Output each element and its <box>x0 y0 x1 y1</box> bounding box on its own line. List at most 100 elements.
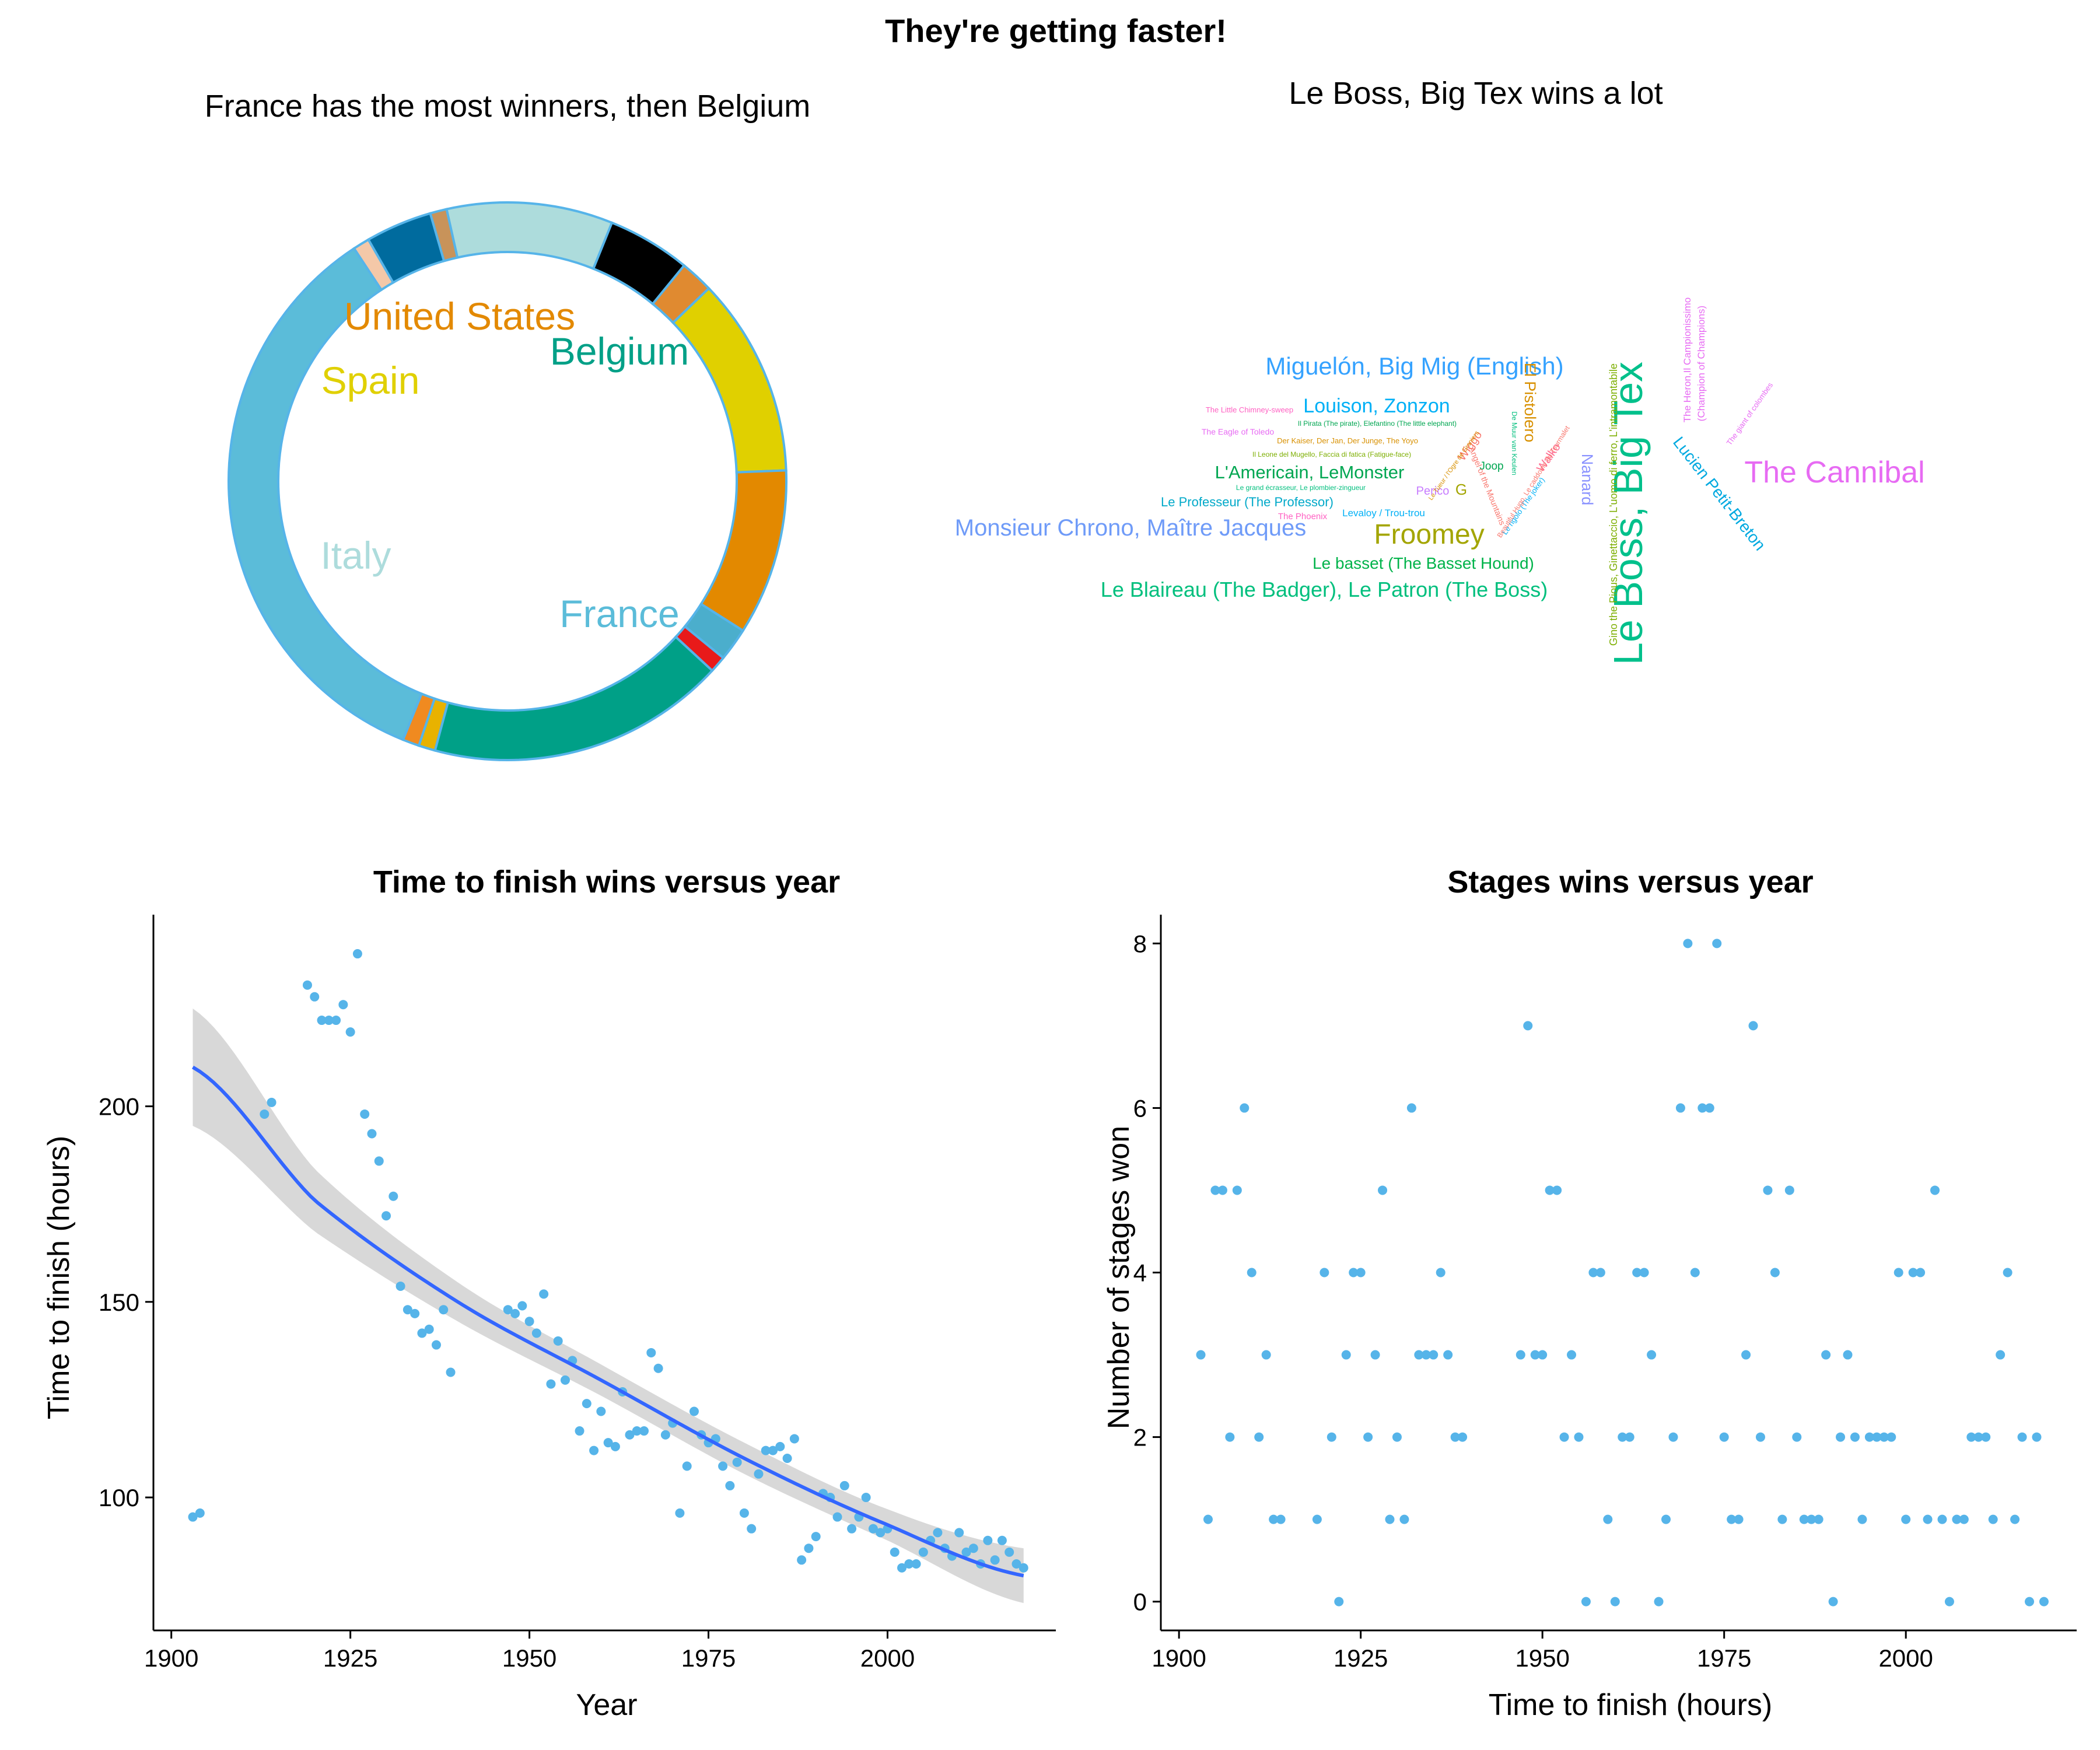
data-point <box>804 1544 814 1553</box>
data-point <box>1901 1514 1911 1524</box>
data-point <box>610 1441 620 1451</box>
data-point <box>1254 1432 1264 1442</box>
time-vs-year-y-tick-label: 150 <box>99 1289 139 1316</box>
data-point <box>1610 1597 1620 1606</box>
data-point <box>739 1508 749 1518</box>
data-point <box>811 1532 821 1542</box>
data-point <box>324 1016 334 1026</box>
word-15: (Champion of Champions) <box>1696 306 1707 421</box>
data-point <box>954 1528 964 1538</box>
data-point <box>1799 1514 1809 1524</box>
data-point <box>360 1109 370 1119</box>
data-point <box>689 1406 699 1416</box>
word-19: G <box>1455 481 1467 498</box>
word-3: Miguelón, Big Mig (English) <box>1265 352 1563 380</box>
data-point <box>1538 1350 1548 1360</box>
stages-vs-year-x-tick-label: 1975 <box>1697 1644 1751 1672</box>
data-point <box>1370 1350 1380 1360</box>
data-point <box>260 1109 270 1119</box>
data-point <box>1588 1268 1598 1278</box>
data-point <box>1334 1597 1344 1606</box>
data-point <box>990 1555 1000 1565</box>
data-point <box>367 1129 377 1139</box>
data-point <box>1668 1432 1678 1442</box>
data-point <box>1625 1432 1634 1442</box>
data-point <box>732 1457 742 1467</box>
data-point <box>1019 1563 1028 1573</box>
data-point <box>653 1363 663 1373</box>
data-point <box>396 1281 405 1291</box>
word-2: Froomey <box>1374 519 1484 550</box>
word-22: The Phoenix <box>1278 512 1328 522</box>
data-point <box>1276 1514 1286 1524</box>
time-vs-year-points <box>188 949 1028 1573</box>
data-point <box>539 1289 549 1299</box>
word-5: Le Blaireau (The Badger), Le Patron (The… <box>1101 578 1548 601</box>
data-point <box>1704 1103 1714 1113</box>
data-point <box>1203 1514 1213 1524</box>
data-point <box>1654 1597 1664 1606</box>
word-27: Il Leone del Mugello, Faccia di fatica (… <box>1252 450 1411 459</box>
time-vs-year-x-tick-label: 1975 <box>681 1644 736 1672</box>
data-point <box>446 1367 456 1377</box>
time-vs-year-x-tick-label: 2000 <box>860 1644 915 1672</box>
data-point <box>195 1508 205 1518</box>
donut-label-belgium: Belgium <box>550 330 689 373</box>
data-point <box>1675 1103 1685 1113</box>
data-point <box>832 1512 842 1522</box>
data-point <box>1012 1559 1021 1569</box>
word-21: Levaloy / Trou-trou <box>1342 508 1425 519</box>
data-point <box>1406 1103 1416 1113</box>
stages-vs-year-y-tick-label: 6 <box>1133 1094 1147 1122</box>
data-point <box>352 949 362 959</box>
word-8: Le basset (The Basset Hound) <box>1312 554 1534 572</box>
data-point <box>983 1535 993 1545</box>
data-point <box>1443 1350 1453 1360</box>
data-point <box>1755 1432 1765 1442</box>
data-point <box>388 1191 398 1201</box>
time-vs-year-y-axis-label: Time to finish (hours) <box>42 1136 76 1419</box>
word-1: The Cannibal <box>1744 456 1924 489</box>
data-point <box>876 1528 886 1538</box>
word-13: Gino the Pious, Ginettaccio, L'uomo di f… <box>1608 363 1619 646</box>
data-point <box>1581 1597 1591 1606</box>
data-point <box>1879 1432 1889 1442</box>
data-point <box>718 1461 728 1471</box>
data-point <box>382 1211 391 1221</box>
data-point <box>1916 1268 1926 1278</box>
data-point <box>1232 1185 1242 1195</box>
stages-vs-year-x-tick-label: 1925 <box>1334 1644 1388 1672</box>
data-point <box>1312 1514 1322 1524</box>
data-point <box>1414 1350 1424 1360</box>
data-point <box>1639 1268 1649 1278</box>
data-point <box>1399 1514 1409 1524</box>
data-point <box>646 1348 656 1357</box>
data-point <box>675 1508 685 1518</box>
data-point <box>2017 1432 2027 1442</box>
data-point <box>1937 1514 1947 1524</box>
time-vs-year-y-tick-label: 200 <box>99 1093 139 1121</box>
data-point <box>582 1399 592 1409</box>
data-point <box>1595 1268 1605 1278</box>
data-point <box>2025 1597 2035 1606</box>
data-point <box>797 1555 807 1565</box>
data-point <box>1966 1432 1976 1442</box>
data-point <box>1530 1350 1540 1360</box>
data-point <box>1857 1514 1867 1524</box>
stages-vs-year-y-axis-label: Number of stages won <box>1102 1126 1136 1429</box>
data-point <box>510 1308 520 1318</box>
data-point <box>1959 1514 1969 1524</box>
data-point <box>1429 1350 1438 1360</box>
data-point <box>2003 1268 2013 1278</box>
time-vs-year-x-tick-label: 1950 <box>502 1644 556 1672</box>
stages-vs-year-y-tick-label: 2 <box>1133 1424 1147 1451</box>
data-point <box>761 1446 771 1455</box>
data-point <box>839 1480 849 1490</box>
data-point <box>1450 1432 1460 1442</box>
data-point <box>754 1469 764 1479</box>
data-point <box>302 980 312 990</box>
data-point <box>589 1446 599 1455</box>
data-point <box>560 1375 570 1385</box>
data-point <box>1567 1350 1577 1360</box>
